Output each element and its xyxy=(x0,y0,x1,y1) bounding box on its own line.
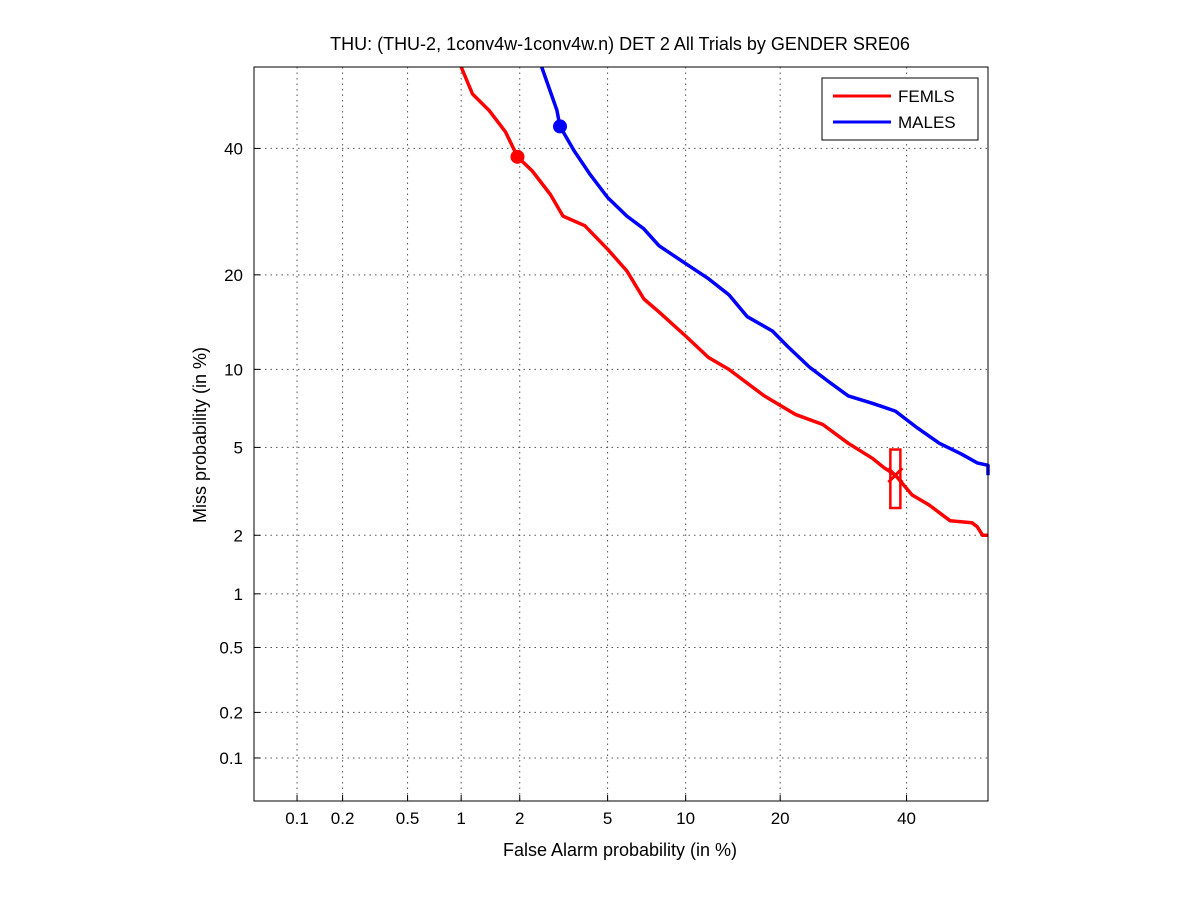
legend: FEMLS MALES xyxy=(821,77,979,141)
x-tick-label: 1 xyxy=(456,809,465,828)
y-tick-label: 5 xyxy=(234,438,243,457)
plot-area-frame xyxy=(253,66,989,802)
y-tick-label: 0.2 xyxy=(219,703,243,722)
legend-label-femls: FEMLS xyxy=(898,87,955,106)
min-dcf-marker-femls xyxy=(510,149,525,164)
x-tick-label: 0.5 xyxy=(396,809,420,828)
x-tick-label: 0.1 xyxy=(285,809,309,828)
x-tick-label: 5 xyxy=(603,809,612,828)
y-tick-label: 0.5 xyxy=(219,638,243,657)
det-curve-femls xyxy=(459,66,988,538)
x-tick-label: 20 xyxy=(771,809,790,828)
y-tick-label: 20 xyxy=(224,266,243,285)
grid-lines xyxy=(254,67,988,801)
act-dcf-marker-femls xyxy=(887,467,904,484)
x-tick-label: 2 xyxy=(515,809,524,828)
det-curves xyxy=(459,66,990,538)
y-tick-label: 40 xyxy=(224,139,243,158)
x-tick-label: 40 xyxy=(897,809,916,828)
legend-box xyxy=(821,77,979,141)
y-tick-label: 1 xyxy=(234,585,243,604)
min-dcf-marker-males xyxy=(553,119,568,134)
x-tick-label: 10 xyxy=(676,809,695,828)
x-tick-labels: 0.1 0.2 0.5 1 2 5 10 20 40 xyxy=(285,809,916,828)
y-tick-label: 0.1 xyxy=(219,749,243,768)
y-tick-labels: 0.1 0.2 0.5 1 2 5 10 20 40 xyxy=(219,139,243,768)
x-axis-label: False Alarm probability (in %) xyxy=(503,840,737,860)
y-axis-label: Miss probability (in %) xyxy=(190,347,210,523)
legend-label-males: MALES xyxy=(898,113,956,132)
x-tick-label: 0.2 xyxy=(331,809,355,828)
chart-title: THU: (THU-2, 1conv4w-1conv4w.n) DET 2 Al… xyxy=(330,34,910,54)
y-tick-label: 2 xyxy=(234,526,243,545)
det-curve-males xyxy=(540,66,990,476)
y-tick-label: 10 xyxy=(224,360,243,379)
